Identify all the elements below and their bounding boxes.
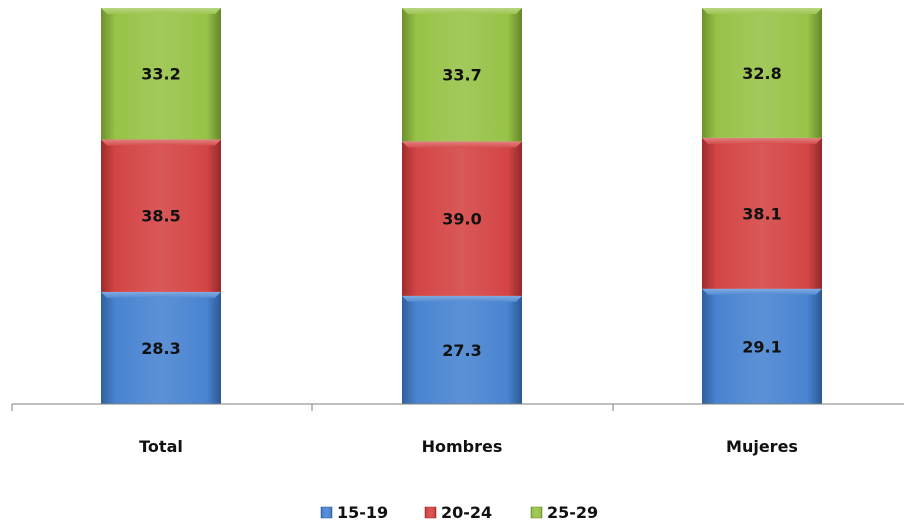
data-label: 33.7 xyxy=(442,66,481,85)
data-label: 27.3 xyxy=(442,341,481,360)
category-label-mujeres: Mujeres xyxy=(726,437,798,456)
bars-layer xyxy=(101,8,822,404)
data-label: 38.1 xyxy=(742,204,781,223)
data-label: 29.1 xyxy=(742,337,781,356)
bar-segment-bevel xyxy=(101,291,221,298)
x-axis xyxy=(11,403,904,411)
bar-segment-15-19-total xyxy=(101,291,221,404)
bar-segment-bevel xyxy=(402,141,522,148)
bar-segment-bevel xyxy=(402,295,522,302)
category-labels: Total Hombres Mujeres xyxy=(139,437,798,456)
bar-segment-bevel xyxy=(402,8,522,14)
data-label: 39.0 xyxy=(442,210,481,229)
category-label-hombres: Hombres xyxy=(422,437,503,456)
legend: 15-19 20-24 25-29 xyxy=(320,503,598,522)
bar-segment-bevel xyxy=(702,137,822,144)
category-label-total: Total xyxy=(139,437,183,456)
bar-segment-15-19-hombres xyxy=(402,295,522,404)
data-label: 38.5 xyxy=(141,207,180,226)
bar-segment-20-24-hombres xyxy=(402,141,522,296)
legend-label-25-29: 25-29 xyxy=(547,503,598,522)
bar-segment-15-19-mujeres xyxy=(702,288,822,404)
bar-segment-bevel xyxy=(101,139,221,146)
legend-label-20-24: 20-24 xyxy=(441,503,492,522)
bar-segment-20-24-total xyxy=(101,139,221,292)
bar-segment-bevel xyxy=(702,288,822,295)
value-labels-layer: 28.3 38.5 33.2 27.3 39.0 33.7 29.1 38.1 32.8 xyxy=(141,64,781,360)
bar-segment-25-29-mujeres xyxy=(702,8,822,138)
legend-swatch-20-24 xyxy=(424,506,437,519)
data-label: 33.2 xyxy=(141,65,180,84)
legend-label-15-19: 15-19 xyxy=(337,503,388,522)
bar-segment-25-29-total xyxy=(101,8,221,140)
bar-segment-25-29-hombres xyxy=(402,8,522,142)
data-label: 32.8 xyxy=(742,64,781,83)
legend-swatch-15-19 xyxy=(320,506,333,519)
data-label: 28.3 xyxy=(141,339,180,358)
bar-segment-bevel xyxy=(101,8,221,14)
bar-segment-20-24-mujeres xyxy=(702,137,822,289)
legend-swatch-25-29 xyxy=(530,506,543,519)
bar-segment-bevel xyxy=(702,8,822,14)
